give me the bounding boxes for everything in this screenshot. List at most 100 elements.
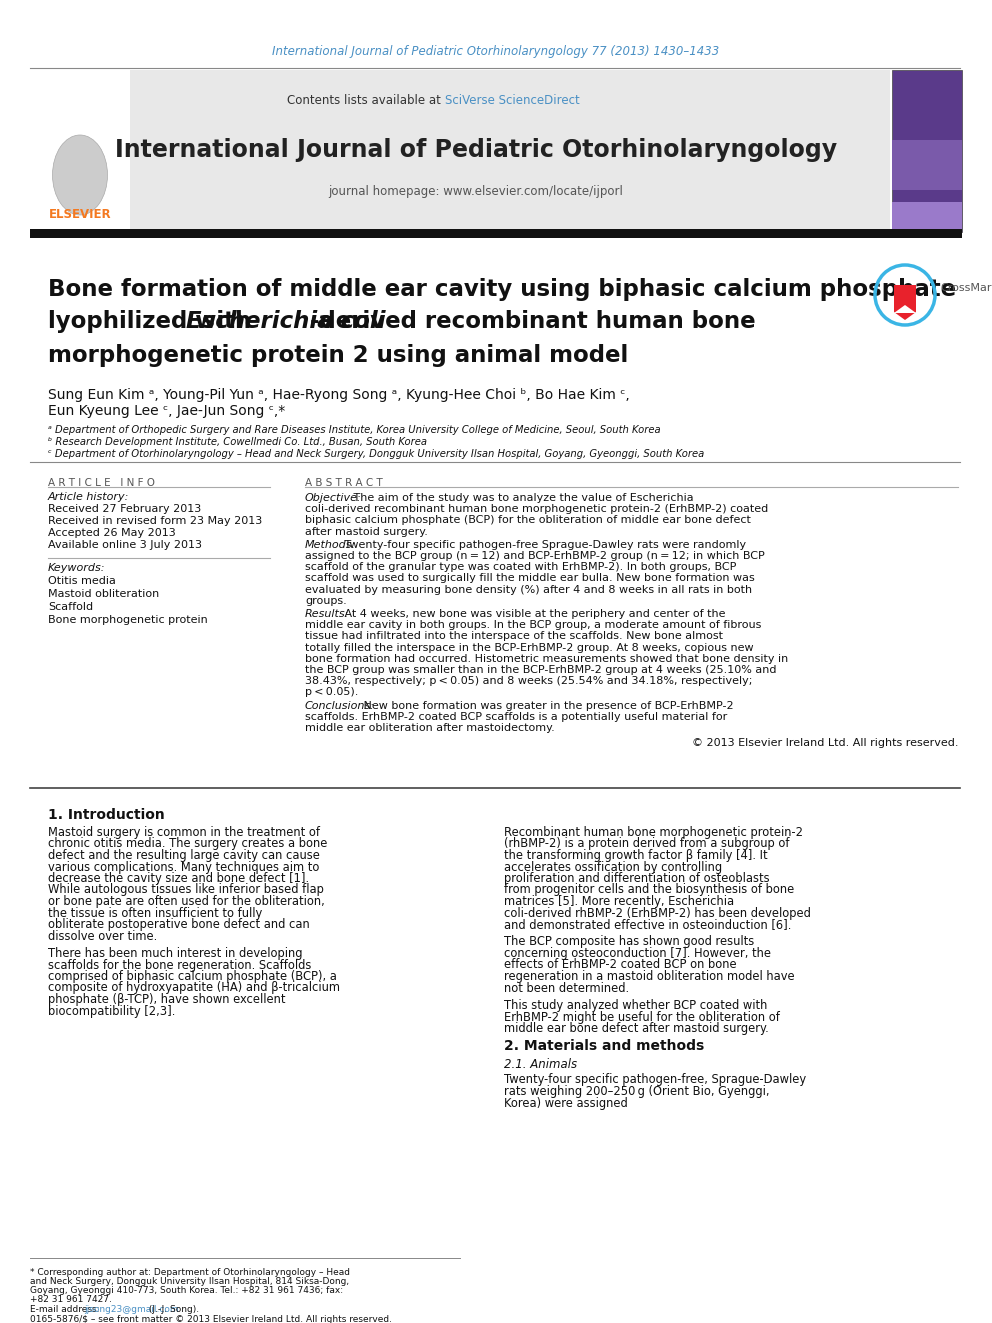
Text: A B S T R A C T: A B S T R A C T [305, 478, 383, 488]
Text: from progenitor cells and the biosynthesis of bone: from progenitor cells and the biosynthes… [504, 884, 795, 897]
Text: effects of ErhBMP-2 coated BCP on bone: effects of ErhBMP-2 coated BCP on bone [504, 958, 737, 971]
Text: composite of hydroxyapatite (HA) and β-tricalcium: composite of hydroxyapatite (HA) and β-t… [48, 982, 340, 995]
Text: This study analyzed whether BCP coated with: This study analyzed whether BCP coated w… [504, 999, 768, 1012]
Text: concerning osteoconduction [7]. However, the: concerning osteoconduction [7]. However,… [504, 947, 771, 960]
Text: obliterate postoperative bone defect and can: obliterate postoperative bone defect and… [48, 918, 310, 931]
Text: International Journal of Pediatric Otorhinolaryngology: International Journal of Pediatric Otorh… [115, 138, 837, 161]
Text: Received in revised form 23 May 2013: Received in revised form 23 May 2013 [48, 516, 262, 527]
Text: Goyang, Gyeonggi 410-773, South Korea. Tel.: +82 31 961 7436; fax:: Goyang, Gyeonggi 410-773, South Korea. T… [30, 1286, 343, 1295]
Text: defect and the resulting large cavity can cause: defect and the resulting large cavity ca… [48, 849, 319, 863]
Text: Methods:: Methods: [305, 540, 356, 550]
Text: Twenty-four specific pathogen-free Sprague-Dawley rats were randomly: Twenty-four specific pathogen-free Sprag… [341, 540, 747, 550]
Text: Korea) were assigned: Korea) were assigned [504, 1097, 628, 1110]
Text: after mastoid surgery.: after mastoid surgery. [305, 527, 428, 537]
Text: middle ear obliteration after mastoidectomy.: middle ear obliteration after mastoidect… [305, 722, 555, 733]
Text: morphogenetic protein 2 using animal model: morphogenetic protein 2 using animal mod… [48, 344, 628, 366]
Text: ErhBMP-2 might be useful for the obliteration of: ErhBMP-2 might be useful for the obliter… [504, 1011, 780, 1024]
Bar [30, 229, 962, 238]
Text: 2. Materials and methods: 2. Materials and methods [504, 1040, 704, 1053]
Bar [30, 70, 130, 232]
Text: There has been much interest in developing: There has been much interest in developi… [48, 947, 303, 960]
Text: Article history:: Article history: [48, 492, 129, 501]
Text: and demonstrated effective in osteoinduction [6].: and demonstrated effective in osteoinduc… [504, 918, 792, 931]
Text: Mastoid surgery is common in the treatment of: Mastoid surgery is common in the treatme… [48, 826, 320, 839]
Text: coli-derived recombinant human bone morphogenetic protein-2 (ErhBMP-2) coated: coli-derived recombinant human bone morp… [305, 504, 768, 515]
Text: 0165-5876/$ – see front matter © 2013 Elsevier Ireland Ltd. All rights reserved.: 0165-5876/$ – see front matter © 2013 El… [30, 1315, 392, 1323]
Text: Mastoid obliteration: Mastoid obliteration [48, 589, 160, 599]
Text: bone formation had occurred. Histometric measurements showed that bone density i: bone formation had occurred. Histometric… [305, 654, 789, 664]
Text: (rhBMP-2) is a protein derived from a subgroup of: (rhBMP-2) is a protein derived from a su… [504, 837, 790, 851]
Text: accelerates ossification by controlling: accelerates ossification by controlling [504, 860, 722, 873]
Text: middle ear bone defect after mastoid surgery.: middle ear bone defect after mastoid sur… [504, 1021, 769, 1035]
Text: At 4 weeks, new bone was visible at the periphery and center of the: At 4 weeks, new bone was visible at the … [341, 609, 726, 619]
Text: totally filled the interspace in the BCP-ErhBMP-2 group. At 8 weeks, copious new: totally filled the interspace in the BCP… [305, 643, 754, 652]
Bar [892, 140, 962, 191]
Text: middle ear cavity in both groups. In the BCP group, a moderate amount of fibrous: middle ear cavity in both groups. In the… [305, 620, 762, 630]
Text: journal homepage: www.elsevier.com/locate/ijporl: journal homepage: www.elsevier.com/locat… [328, 185, 623, 198]
Text: biphasic calcium phosphate (BCP) for the obliteration of middle ear bone defect: biphasic calcium phosphate (BCP) for the… [305, 516, 751, 525]
Text: Contents lists available at: Contents lists available at [288, 94, 445, 106]
Text: * Corresponding author at: Department of Otorhinolaryngology – Head: * Corresponding author at: Department of… [30, 1267, 350, 1277]
Text: ᶜ Department of Otorhinolaryngology – Head and Neck Surgery, Dongguk University : ᶜ Department of Otorhinolaryngology – He… [48, 448, 704, 459]
Text: 38.43%, respectively; p < 0.05) and 8 weeks (25.54% and 34.18%, respectively;: 38.43%, respectively; p < 0.05) and 8 we… [305, 676, 752, 687]
Text: Available online 3 July 2013: Available online 3 July 2013 [48, 540, 202, 550]
Text: rats weighing 200–250 g (Orient Bio, Gyenggi,: rats weighing 200–250 g (Orient Bio, Gye… [504, 1085, 770, 1098]
Text: E-mail address:: E-mail address: [30, 1304, 102, 1314]
Text: Objective:: Objective: [305, 493, 362, 503]
Ellipse shape [53, 135, 107, 216]
Text: decrease the cavity size and bone defect [1].: decrease the cavity size and bone defect… [48, 872, 310, 885]
Text: not been determined.: not been determined. [504, 982, 629, 995]
Text: p < 0.05).: p < 0.05). [305, 688, 358, 697]
Text: SciVerse ScienceDirect: SciVerse ScienceDirect [445, 94, 579, 106]
Text: Escherichia coli: Escherichia coli [186, 310, 385, 333]
FancyArrow shape [894, 284, 916, 320]
Text: the BCP group was smaller than in the BCP-ErhBMP-2 group at 4 weeks (25.10% and: the BCP group was smaller than in the BC… [305, 665, 777, 675]
Text: lyophilized with: lyophilized with [48, 310, 259, 333]
Text: the tissue is often insufficient to fully: the tissue is often insufficient to full… [48, 906, 262, 919]
Text: © 2013 Elsevier Ireland Ltd. All rights reserved.: © 2013 Elsevier Ireland Ltd. All rights … [691, 738, 958, 749]
Text: scaffold was used to surgically fill the middle ear bulla. New bone formation wa: scaffold was used to surgically fill the… [305, 573, 755, 583]
Text: jjsong23@gmail.com: jjsong23@gmail.com [84, 1304, 179, 1314]
Text: Keywords:: Keywords: [48, 564, 105, 573]
Text: Bone formation of middle ear cavity using biphasic calcium phosphate: Bone formation of middle ear cavity usin… [48, 278, 956, 302]
Text: biocompatibility [2,3].: biocompatibility [2,3]. [48, 1004, 176, 1017]
Text: matrices [5]. More recently, Escherichia: matrices [5]. More recently, Escherichia [504, 894, 734, 908]
Text: phosphate (β-TCP), have shown excellent: phosphate (β-TCP), have shown excellent [48, 994, 286, 1005]
Text: tissue had infiltrated into the interspace of the scaffolds. New bone almost: tissue had infiltrated into the interspa… [305, 631, 723, 642]
Text: assigned to the BCP group (n = 12) and BCP-ErhBMP-2 group (n = 12; in which BCP: assigned to the BCP group (n = 12) and B… [305, 550, 765, 561]
Text: 2.1. Animals: 2.1. Animals [504, 1057, 577, 1070]
Text: chronic otitis media. The surgery creates a bone: chronic otitis media. The surgery create… [48, 837, 327, 851]
Text: ELSEVIER: ELSEVIER [49, 209, 111, 221]
Text: A R T I C L E   I N F O: A R T I C L E I N F O [48, 478, 155, 488]
Text: The aim of the study was to analyze the value of Escherichia: The aim of the study was to analyze the … [350, 493, 694, 503]
Bar [892, 70, 962, 232]
Text: International Journal of Pediatric Otorhinolaryngology 77 (2013) 1430–1433: International Journal of Pediatric Otorh… [273, 45, 719, 58]
Text: +82 31 961 7427.: +82 31 961 7427. [30, 1295, 112, 1304]
Polygon shape [894, 306, 916, 314]
Text: scaffold of the granular type was coated with ErhBMP-2). In both groups, BCP: scaffold of the granular type was coated… [305, 562, 736, 573]
Text: 1. Introduction: 1. Introduction [48, 808, 165, 822]
Text: Otitis media: Otitis media [48, 576, 116, 586]
Text: (J.-J. Song).: (J.-J. Song). [146, 1304, 198, 1314]
Bar [62, 70, 890, 230]
Text: Scaffold: Scaffold [48, 602, 93, 613]
Text: Received 27 February 2013: Received 27 February 2013 [48, 504, 201, 515]
Text: evaluated by measuring bone density (%) after 4 and 8 weeks in all rats in both: evaluated by measuring bone density (%) … [305, 585, 752, 594]
Text: Bone morphogenetic protein: Bone morphogenetic protein [48, 615, 207, 624]
Text: Eun Kyeung Lee ᶜ, Jae-Jun Song ᶜ,*: Eun Kyeung Lee ᶜ, Jae-Jun Song ᶜ,* [48, 404, 286, 418]
Text: scaffolds. ErhBMP-2 coated BCP scaffolds is a potentially useful material for: scaffolds. ErhBMP-2 coated BCP scaffolds… [305, 712, 727, 722]
Text: Recombinant human bone morphogenetic protein-2: Recombinant human bone morphogenetic pro… [504, 826, 803, 839]
Text: various complications. Many techniques aim to: various complications. Many techniques a… [48, 860, 319, 873]
Text: scaffolds for the bone regeneration. Scaffolds: scaffolds for the bone regeneration. Sca… [48, 958, 311, 971]
Text: CrossMark: CrossMark [940, 283, 992, 292]
Text: Accepted 26 May 2013: Accepted 26 May 2013 [48, 528, 176, 538]
Text: the transforming growth factor β family [4]. It: the transforming growth factor β family … [504, 849, 768, 863]
Text: or bone pate are often used for the obliteration,: or bone pate are often used for the obli… [48, 894, 324, 908]
Text: Conclusions:: Conclusions: [305, 701, 375, 710]
Text: ᵃ Department of Orthopedic Surgery and Rare Diseases Institute, Korea University: ᵃ Department of Orthopedic Surgery and R… [48, 425, 661, 435]
Text: Sung Eun Kim ᵃ, Young-Pil Yun ᵃ, Hae-Ryong Song ᵃ, Kyung-Hee Choi ᵇ, Bo Hae Kim : Sung Eun Kim ᵃ, Young-Pil Yun ᵃ, Hae-Ryo… [48, 388, 630, 402]
Text: The BCP composite has shown good results: The BCP composite has shown good results [504, 935, 754, 949]
Text: dissolve over time.: dissolve over time. [48, 930, 158, 942]
Text: groups.: groups. [305, 595, 347, 606]
Text: proliferation and differentiation of osteoblasts: proliferation and differentiation of ost… [504, 872, 770, 885]
